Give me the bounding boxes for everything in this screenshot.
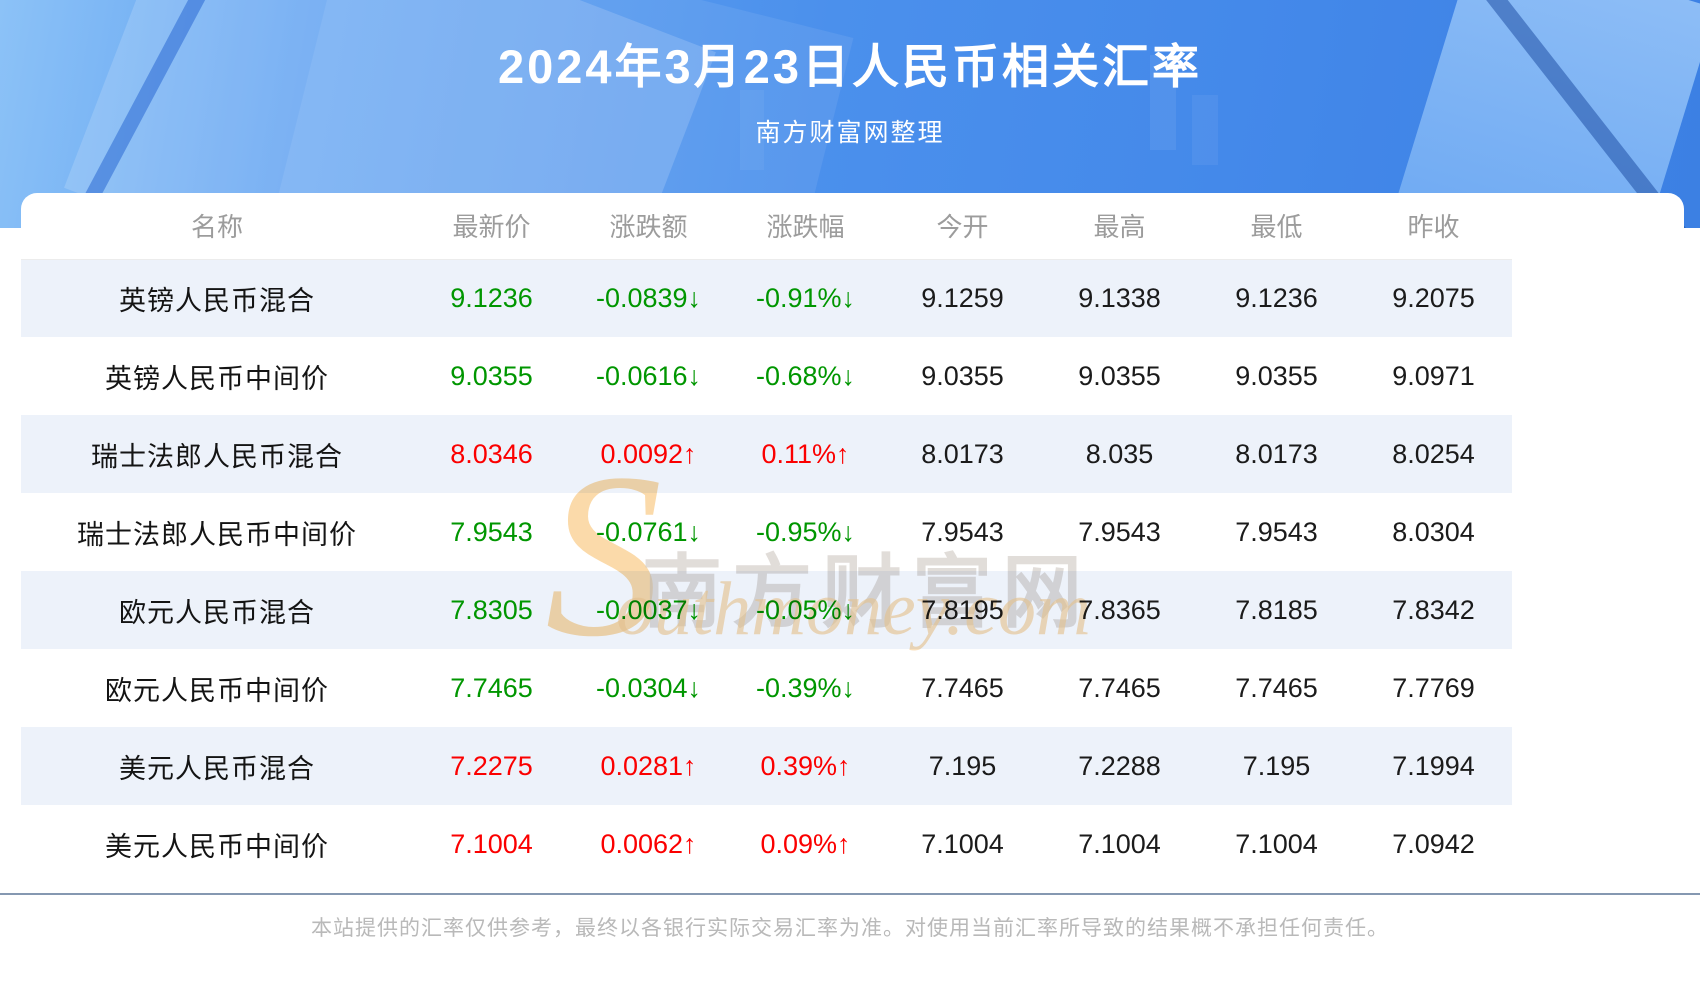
row-high: 7.2288: [1041, 727, 1198, 805]
col-header-prev: 昨收: [1355, 193, 1512, 260]
table-row-chf-mid: 瑞士法郎人民币中间价 7.9543 -0.0761↓ -0.95%↓ 7.954…: [21, 493, 1512, 571]
col-header-name: 名称: [21, 193, 413, 260]
row-change: -0.0037↓: [570, 571, 727, 649]
row-high: 9.0355: [1078, 360, 1161, 391]
row-pct: -0.39%↓: [755, 672, 856, 703]
row-change: 0.0092↑: [570, 415, 727, 493]
col-header-open: 今开: [884, 193, 1041, 260]
row-name: 欧元人民币混合: [21, 571, 413, 649]
row-low: 9.1236: [1198, 259, 1355, 337]
row-low: 9.0355: [1235, 360, 1318, 391]
row-open: 7.1004: [921, 828, 1004, 859]
row-open: 9.1259: [884, 259, 1041, 337]
table-row-usd-mixed: 美元人民币混合 7.2275 0.0281↑ 0.39%↑ 7.195 7.22…: [21, 727, 1512, 805]
table-header-row: 名称 最新价 涨跌额 涨跌幅 今开 最高 最低 昨收: [21, 193, 1512, 260]
row-last: 7.9543: [450, 516, 533, 547]
row-change: -0.0616↓: [595, 360, 702, 391]
row-low: 7.9543: [1235, 516, 1318, 547]
row-pct: -0.95%↓: [755, 516, 856, 547]
row-pct: -0.05%↓: [727, 571, 884, 649]
row-low: 7.195: [1198, 727, 1355, 805]
row-prev: 8.0304: [1392, 516, 1475, 547]
row-name: 瑞士法郎人民币中间价: [77, 519, 357, 550]
row-change: -0.0761↓: [595, 516, 702, 547]
table-row-eur-mid: 欧元人民币中间价 7.7465 -0.0304↓ -0.39%↓ 7.7465 …: [21, 649, 1512, 727]
row-high: 7.8365: [1041, 571, 1198, 649]
row-prev: 7.0942: [1392, 828, 1475, 859]
disclaimer-text: 本站提供的汇率仅供参考，最终以各银行实际交易汇率为准。对使用当前汇率所导致的结果…: [311, 917, 1389, 940]
row-pct: 0.09%↑: [760, 828, 851, 859]
col-header-last: 最新价: [413, 193, 570, 260]
row-pct: -0.68%↓: [755, 360, 856, 391]
table-row-eur-mixed: 欧元人民币混合 7.8305 -0.0037↓ -0.05%↓ 7.8195 7…: [21, 571, 1512, 649]
row-high: 7.9543: [1078, 516, 1161, 547]
row-name: 美元人民币混合: [21, 727, 413, 805]
row-low: 8.0173: [1198, 415, 1355, 493]
row-prev: 8.0254: [1355, 415, 1512, 493]
row-high: 7.1004: [1078, 828, 1161, 859]
table-row-gbp-mid: 英镑人民币中间价 9.0355 -0.0616↓ -0.68%↓ 9.0355 …: [21, 337, 1512, 415]
row-name: 欧元人民币中间价: [105, 675, 329, 706]
page-subtitle: 南方财富网整理: [755, 119, 945, 147]
row-change: -0.0304↓: [595, 672, 702, 703]
row-name: 英镑人民币中间价: [105, 363, 329, 394]
col-header-change: 涨跌额: [570, 193, 727, 260]
row-high: 8.035: [1041, 415, 1198, 493]
page-title: 2024年3月23日人民币相关汇率: [498, 40, 1202, 93]
row-prev: 7.1994: [1355, 727, 1512, 805]
rates-table: 名称 最新价 涨跌额 涨跌幅 今开 最高 最低 昨收 英镑人民币混合 9.123…: [21, 193, 1512, 883]
col-header-low: 最低: [1198, 193, 1355, 260]
row-last: 7.1004: [450, 828, 533, 859]
row-pct: 0.39%↑: [727, 727, 884, 805]
row-open: 8.0173: [884, 415, 1041, 493]
header-banner: 2024年3月23日人民币相关汇率 南方财富网整理: [0, 0, 1700, 228]
row-low: 7.8185: [1198, 571, 1355, 649]
row-pct: 0.11%↑: [727, 415, 884, 493]
footer-divider: [0, 893, 1700, 895]
row-open: 7.9543: [921, 516, 1004, 547]
row-high: 7.7465: [1078, 672, 1161, 703]
row-last: 8.0346: [413, 415, 570, 493]
row-prev: 9.2075: [1355, 259, 1512, 337]
row-low: 7.1004: [1235, 828, 1318, 859]
row-prev: 7.7769: [1392, 672, 1475, 703]
row-last: 7.8305: [413, 571, 570, 649]
decorative-candlestick: [1192, 95, 1218, 165]
row-open: 7.8195: [884, 571, 1041, 649]
row-name: 美元人民币中间价: [105, 831, 329, 862]
row-last: 9.0355: [450, 360, 533, 391]
row-low: 7.7465: [1235, 672, 1318, 703]
table-row-usd-mid: 美元人民币中间价 7.1004 0.0062↑ 0.09%↑ 7.1004 7.…: [21, 805, 1512, 883]
row-last: 7.7465: [450, 672, 533, 703]
rates-card: 名称 最新价 涨跌额 涨跌幅 今开 最高 最低 昨收 英镑人民币混合 9.123…: [21, 193, 1684, 893]
table-row-chf-mixed: 瑞士法郎人民币混合 8.0346 0.0092↑ 0.11%↑ 8.0173 8…: [21, 415, 1512, 493]
row-last: 9.1236: [413, 259, 570, 337]
row-prev: 7.8342: [1355, 571, 1512, 649]
row-change: 0.0281↑: [570, 727, 727, 805]
row-open: 7.7465: [921, 672, 1004, 703]
row-name: 瑞士法郎人民币混合: [21, 415, 413, 493]
row-name: 英镑人民币混合: [21, 259, 413, 337]
decorative-candlestick: [1150, 55, 1176, 150]
row-open: 9.0355: [921, 360, 1004, 391]
row-prev: 9.0971: [1392, 360, 1475, 391]
col-header-pct: 涨跌幅: [727, 193, 884, 260]
row-high: 9.1338: [1041, 259, 1198, 337]
table-row-gbp-mixed: 英镑人民币混合 9.1236 -0.0839↓ -0.91%↓ 9.1259 9…: [21, 259, 1512, 337]
row-last: 7.2275: [413, 727, 570, 805]
row-change: -0.0839↓: [570, 259, 727, 337]
col-header-high: 最高: [1041, 193, 1198, 260]
decorative-candlestick: [740, 90, 764, 170]
row-change: 0.0062↑: [600, 828, 697, 859]
row-pct: -0.91%↓: [727, 259, 884, 337]
row-open: 7.195: [884, 727, 1041, 805]
